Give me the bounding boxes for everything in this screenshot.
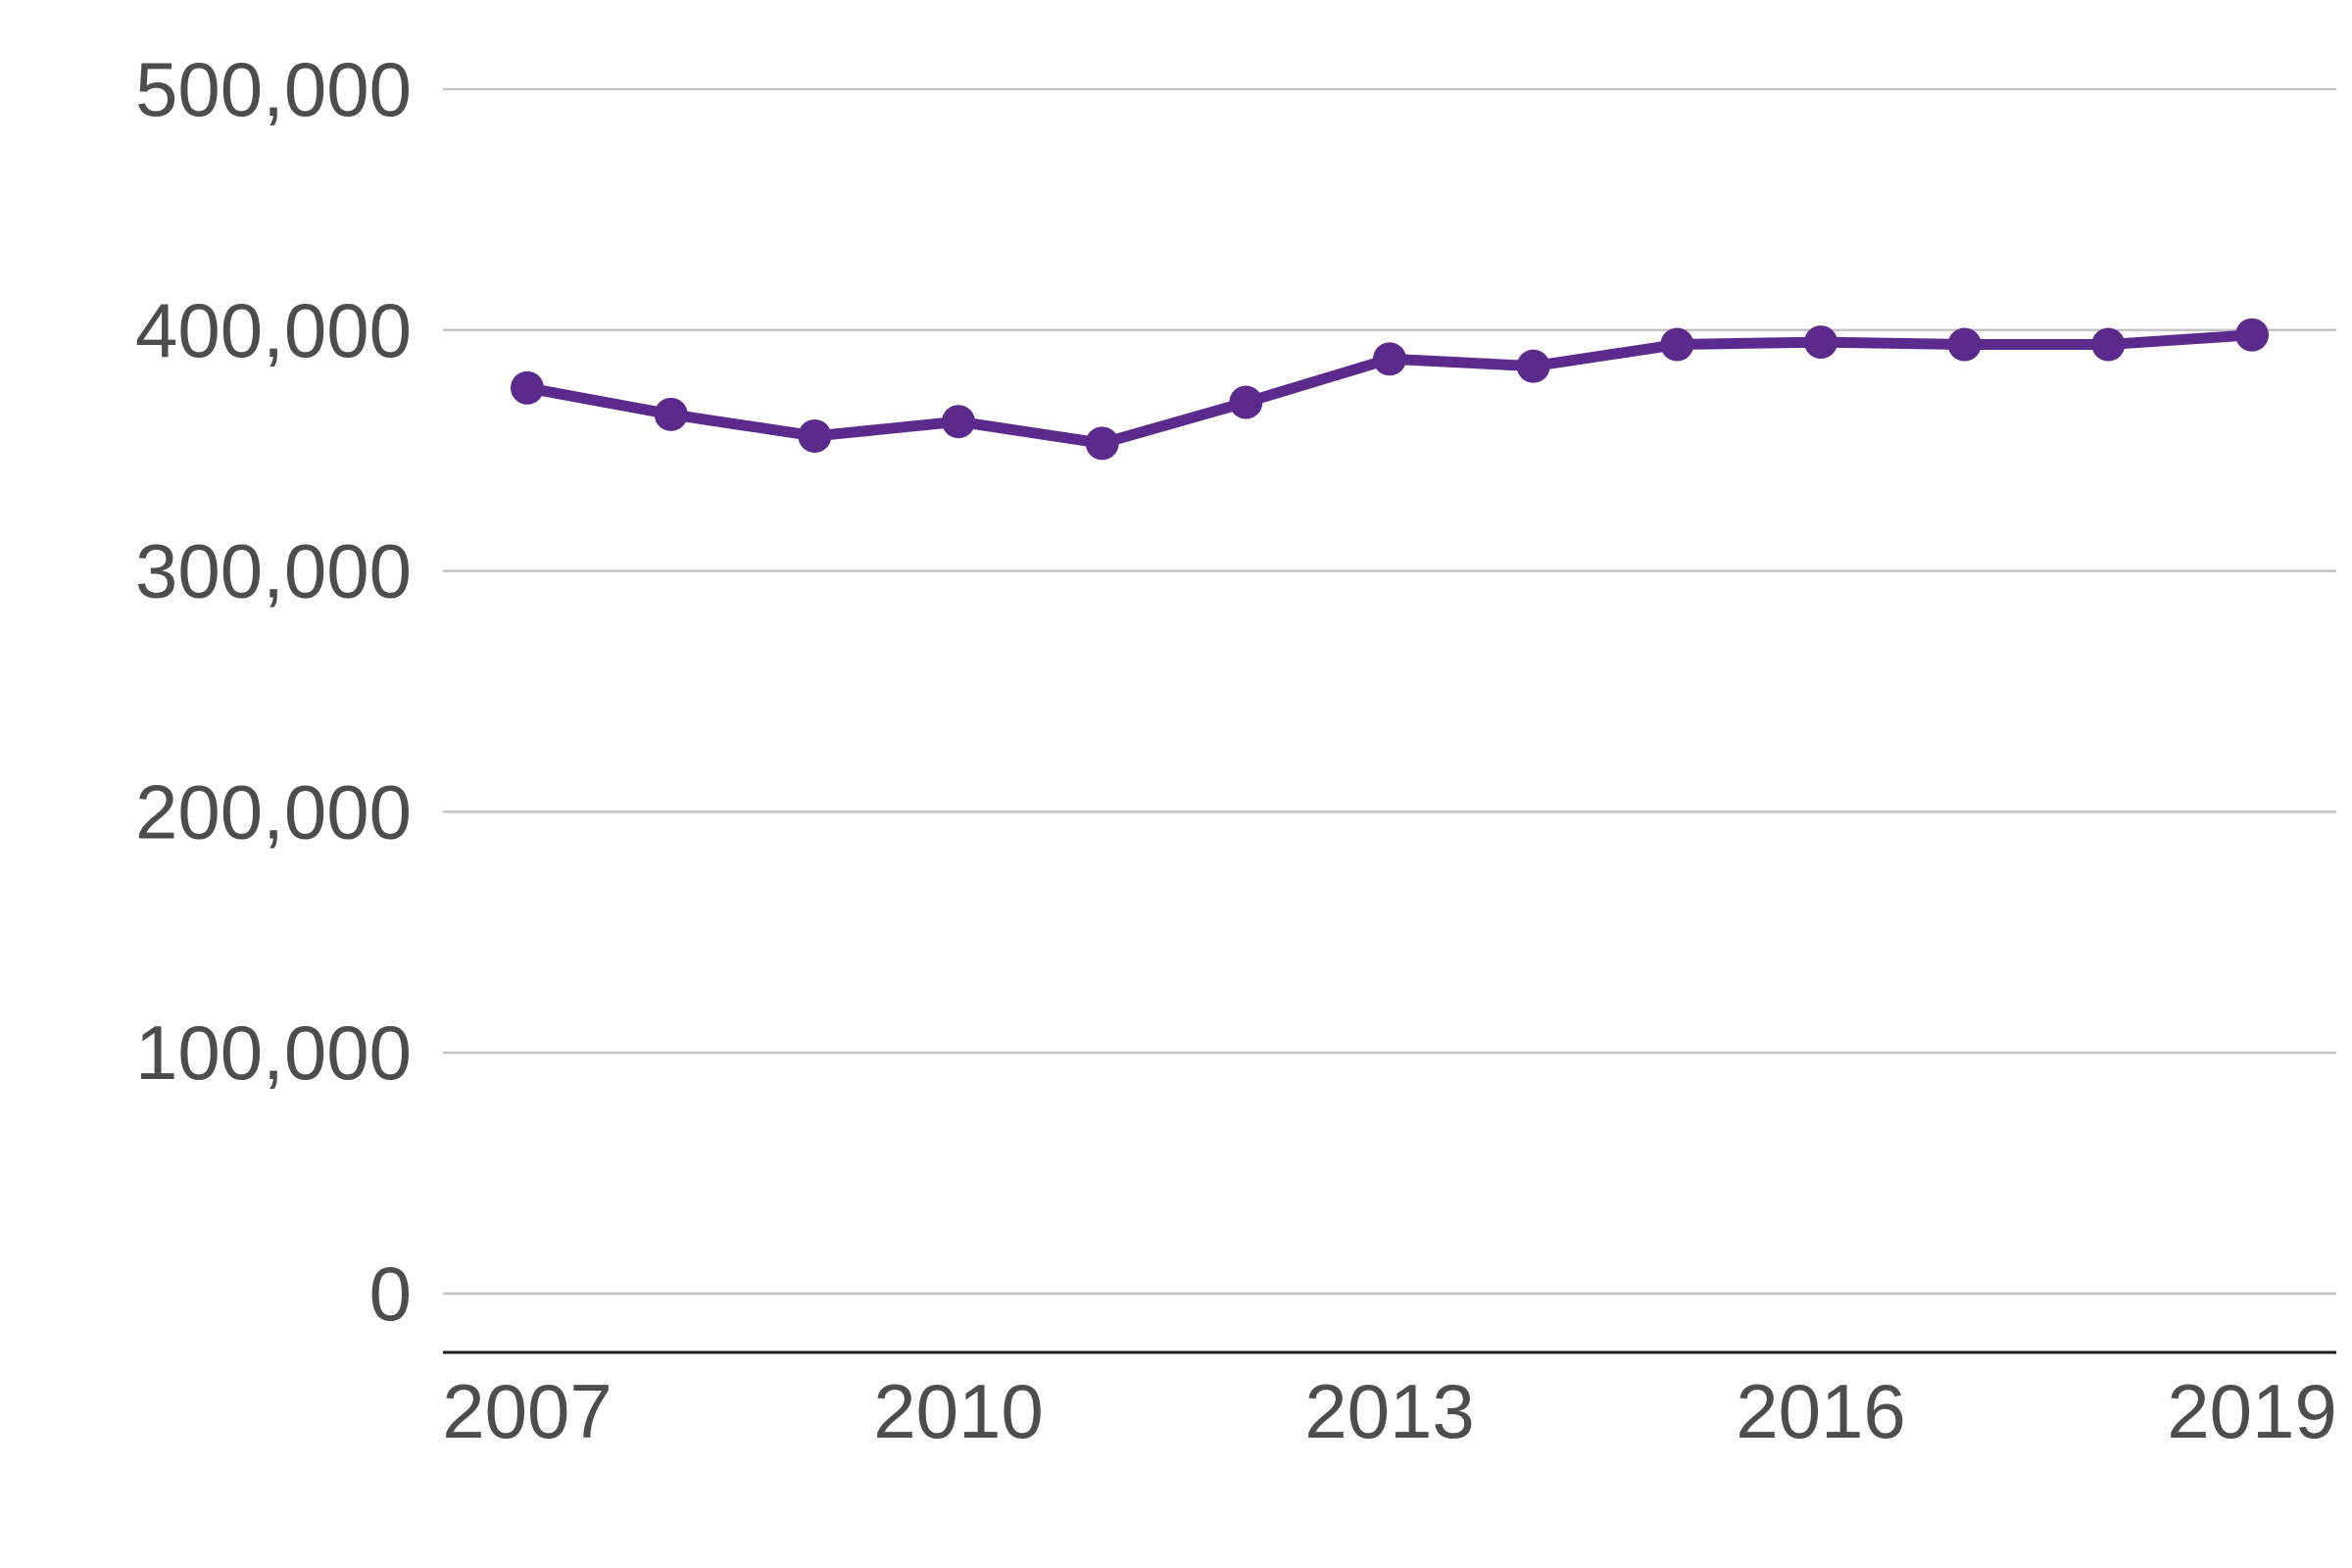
data-point: [511, 370, 544, 405]
x-tick-label: 2010: [873, 1368, 1044, 1454]
x-tick-label: 2016: [1736, 1368, 1906, 1454]
x-tick-label: 2019: [2167, 1368, 2337, 1454]
data-point: [1229, 385, 1263, 419]
data-point: [1373, 342, 1406, 376]
data-point: [1660, 327, 1694, 362]
gridlines: [443, 87, 2336, 1296]
data-point: [798, 418, 832, 453]
y-tick-label: 400,000: [135, 287, 412, 373]
data-point: [654, 397, 688, 431]
y-tick-label: 300,000: [135, 528, 412, 614]
data-point: [2091, 327, 2126, 362]
data-point: [1804, 325, 1838, 360]
y-tick-label: 500,000: [135, 46, 412, 132]
data-point: [1085, 426, 1119, 461]
y-axis-tick-labels: 0 100,000 200,000 300,000 400,000 500,000: [135, 46, 412, 1337]
y-tick-label: 200,000: [135, 768, 412, 855]
data-point: [1516, 349, 1550, 383]
x-axis-tick-labels: 2007 2010 2013 2016 2019: [442, 1368, 2337, 1454]
x-tick-label: 2007: [442, 1368, 612, 1454]
data-point: [1947, 327, 1982, 362]
x-tick-label: 2013: [1304, 1368, 1475, 1454]
data-point: [2235, 318, 2269, 352]
y-tick-label: 100,000: [135, 1009, 412, 1096]
series-layer: [511, 318, 2269, 461]
data-point: [942, 405, 975, 439]
y-tick-label: 0: [369, 1250, 412, 1337]
